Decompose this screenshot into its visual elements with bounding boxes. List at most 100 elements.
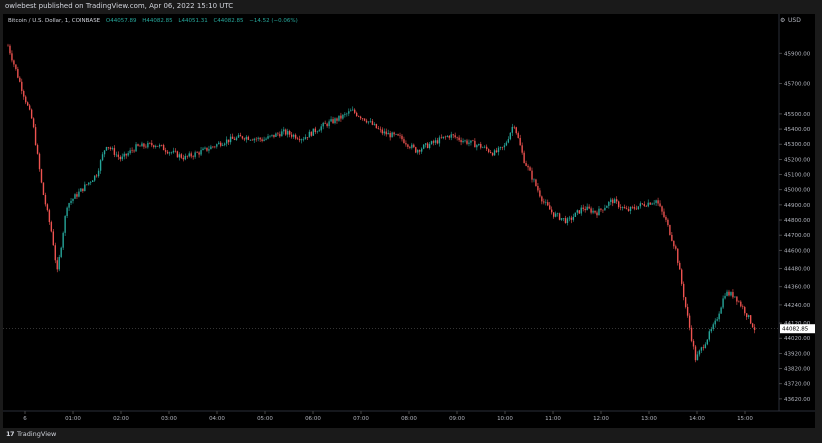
candle: [93, 175, 96, 182]
candle: [430, 140, 433, 145]
candle: [480, 141, 482, 150]
candle: [659, 200, 661, 208]
candle: [300, 138, 303, 144]
candle: [80, 187, 82, 192]
candle: [302, 136, 305, 142]
y-tick-label: 43720.00: [784, 382, 811, 388]
candle: [594, 210, 596, 214]
y-tick-label: 45400.00: [784, 127, 811, 133]
candle: [121, 153, 123, 162]
candle: [746, 313, 748, 320]
candle-body: [263, 139, 265, 141]
candle: [450, 131, 452, 141]
candle: [426, 141, 429, 149]
candle-body: [352, 109, 354, 111]
chart-panel[interactable]: Bitcoin / U.S. Dollar, 1, COINBASE O4405…: [3, 14, 815, 428]
candle-body: [302, 139, 305, 140]
candle: [440, 134, 443, 139]
candle-body: [273, 134, 275, 137]
candle: [623, 204, 626, 209]
candle-body: [442, 136, 445, 139]
candle-body: [38, 153, 41, 170]
candle: [558, 212, 561, 221]
price-change: −14.52 (−0.06%): [249, 18, 298, 24]
candle-body: [101, 154, 104, 161]
candle: [257, 136, 259, 142]
candle-body: [153, 145, 155, 147]
candle: [566, 217, 569, 226]
candle: [243, 137, 246, 142]
candle-body: [535, 179, 537, 186]
candle: [417, 149, 419, 155]
candle-body: [688, 315, 691, 328]
candle: [115, 151, 118, 158]
candle-body: [97, 170, 100, 177]
x-tick-label: 05:00: [257, 416, 273, 422]
candle: [600, 208, 602, 212]
candle: [625, 205, 628, 210]
candle: [694, 344, 697, 363]
candle-body: [326, 123, 328, 127]
candle-body: [422, 144, 425, 149]
price-chart-svg[interactable]: 45900.00 45700.00 45500.00 45400.00 45300.00…: [3, 14, 815, 428]
settings-icon[interactable]: ⚙: [780, 17, 786, 24]
candle: [401, 133, 403, 142]
candle-body: [371, 121, 374, 125]
candle: [485, 144, 488, 151]
candle-body: [519, 137, 521, 146]
candle: [513, 125, 515, 130]
candle: [726, 289, 728, 297]
candle: [363, 118, 366, 122]
candle: [523, 150, 525, 164]
candle-body: [639, 203, 642, 207]
candle-body: [684, 297, 687, 307]
candle-body: [736, 296, 738, 302]
candle: [527, 164, 529, 171]
candle: [206, 147, 208, 152]
candle: [635, 205, 638, 211]
candle: [753, 324, 756, 334]
candle: [612, 197, 614, 207]
candle: [657, 197, 659, 206]
candle-body: [633, 207, 636, 209]
candle-body: [123, 153, 125, 157]
candle-body: [629, 206, 632, 211]
candle: [365, 118, 368, 124]
candle: [182, 154, 185, 162]
x-tick-label: 10:00: [497, 416, 513, 422]
candle-body: [292, 134, 295, 137]
candle: [688, 313, 691, 331]
candle: [145, 144, 147, 149]
candle: [316, 130, 318, 134]
candle: [253, 137, 255, 144]
candle-body: [243, 138, 246, 140]
candle: [580, 205, 582, 216]
candle-body: [614, 199, 616, 204]
candle: [681, 268, 683, 286]
candle-body: [661, 206, 663, 212]
candle-body: [174, 150, 177, 152]
candle: [222, 142, 224, 147]
candle: [720, 306, 722, 314]
candle: [608, 201, 610, 209]
candle-body: [665, 216, 667, 220]
candle: [403, 136, 405, 144]
candle-body: [7, 45, 9, 47]
candle: [379, 126, 382, 133]
candle: [491, 152, 494, 157]
candle: [194, 150, 196, 159]
candle: [208, 145, 210, 154]
x-tick-label: 01:00: [65, 416, 81, 422]
candle-body: [50, 222, 53, 232]
candle-body: [157, 145, 159, 147]
candle-body: [296, 138, 299, 140]
candle-body: [671, 234, 673, 241]
candle: [556, 212, 559, 217]
candle-body: [747, 315, 750, 317]
candle: [399, 132, 401, 139]
candle: [700, 346, 703, 354]
candle: [456, 136, 458, 141]
candle-body: [121, 156, 123, 160]
candle: [344, 112, 346, 118]
currency-label[interactable]: USD: [788, 17, 801, 24]
